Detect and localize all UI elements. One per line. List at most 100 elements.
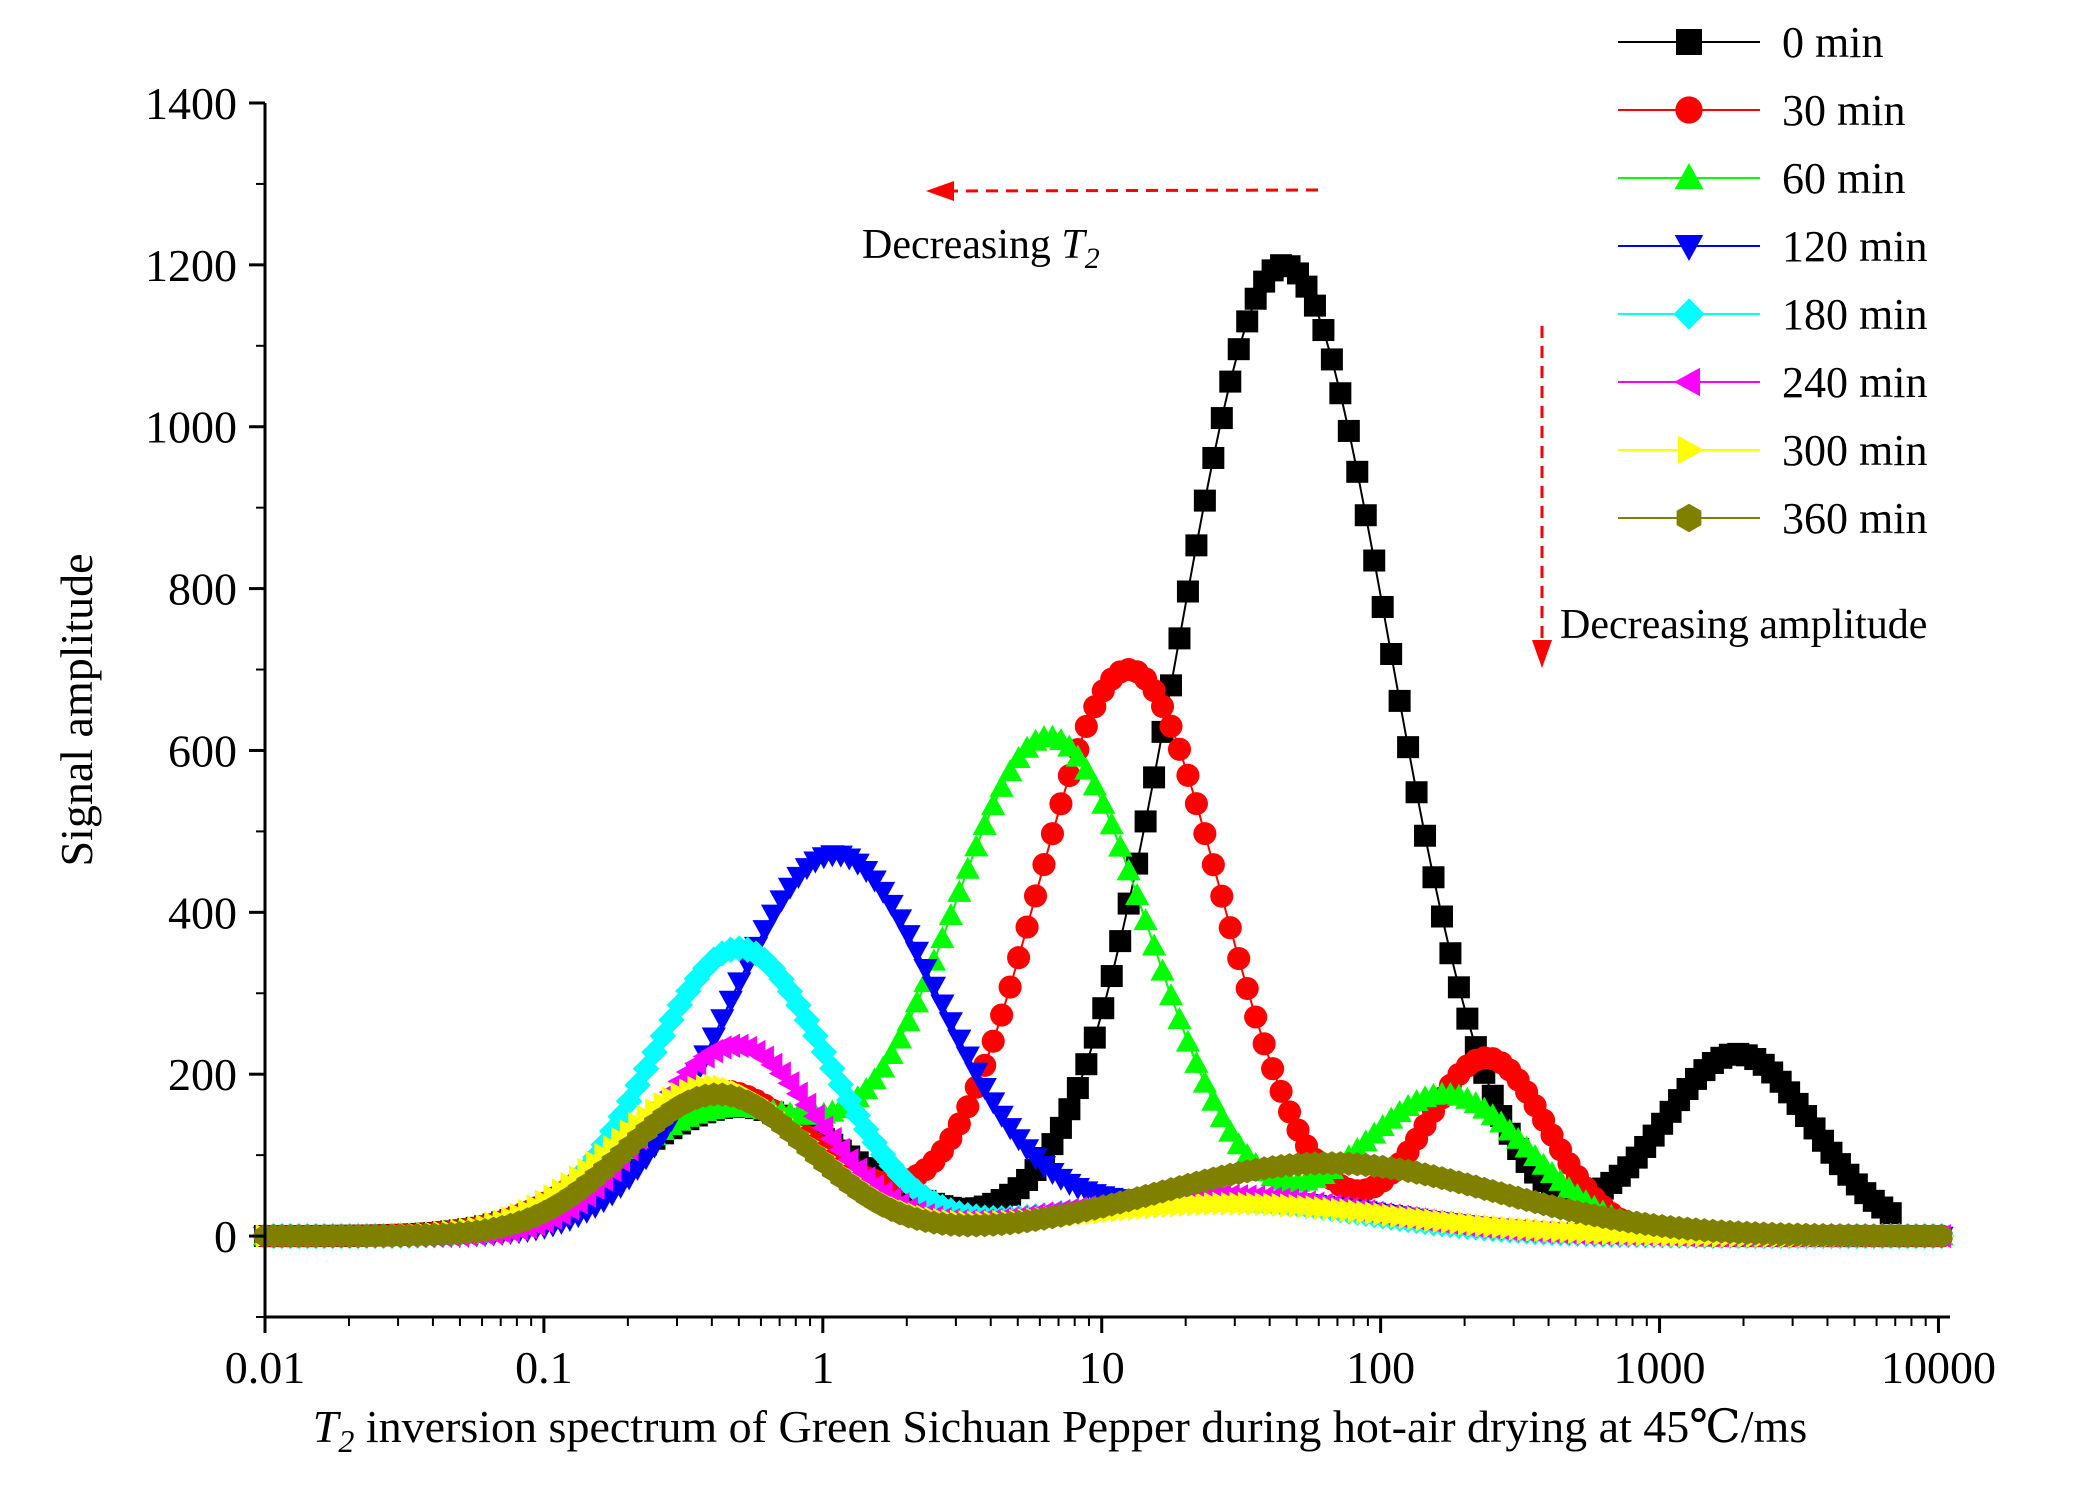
legend-label: 120 min bbox=[1782, 222, 1927, 271]
series-layer bbox=[251, 254, 1955, 1250]
data-point bbox=[989, 1105, 1014, 1128]
legend-marker bbox=[1676, 503, 1702, 533]
data-point bbox=[1091, 791, 1116, 814]
x-tick-label: 1000 bbox=[1614, 1342, 1706, 1393]
data-point bbox=[819, 1126, 842, 1152]
data-point bbox=[913, 959, 938, 982]
data-point bbox=[1218, 1119, 1243, 1142]
data-point bbox=[1083, 1026, 1106, 1049]
legend: 0 min 30 min 60 min 120 min 180 min 240 min 30… bbox=[1618, 18, 1927, 543]
data-point bbox=[1032, 853, 1056, 877]
data-point bbox=[760, 904, 786, 927]
data-point bbox=[777, 1071, 800, 1096]
t2-arrow-head bbox=[926, 181, 954, 201]
data-point bbox=[938, 1012, 963, 1035]
legend-marker bbox=[1677, 435, 1704, 465]
data-point bbox=[1312, 319, 1335, 342]
data-point bbox=[683, 965, 711, 992]
data-point bbox=[1346, 460, 1369, 483]
x-axis-title-subscript: 2 bbox=[338, 1423, 354, 1459]
data-point bbox=[1023, 884, 1048, 908]
data-point bbox=[990, 1003, 1014, 1027]
data-point bbox=[1380, 642, 1403, 665]
data-point bbox=[896, 1009, 921, 1032]
legend-marker bbox=[1673, 298, 1705, 330]
data-point bbox=[1236, 310, 1259, 333]
data-point bbox=[989, 774, 1014, 797]
y-tick-label: 600 bbox=[168, 725, 237, 776]
legend-label: 240 min bbox=[1782, 358, 1927, 407]
data-point bbox=[1058, 1098, 1081, 1121]
data-point bbox=[981, 792, 1006, 815]
data-point bbox=[1092, 997, 1115, 1020]
data-point bbox=[862, 870, 887, 893]
data-point bbox=[1414, 824, 1437, 847]
legend-item: 60 min bbox=[1618, 154, 1905, 203]
data-point bbox=[862, 1067, 887, 1090]
data-point bbox=[930, 926, 955, 949]
data-point bbox=[998, 1118, 1023, 1141]
data-point bbox=[1015, 915, 1039, 939]
data-point bbox=[785, 991, 812, 1019]
data-point bbox=[1320, 348, 1343, 371]
legend-marker bbox=[1674, 163, 1704, 190]
data-point bbox=[921, 976, 947, 999]
data-point bbox=[794, 1092, 817, 1117]
annotation-decreasing-t2: Decreasing T2 bbox=[862, 181, 1319, 275]
data-point bbox=[742, 940, 770, 967]
legend-label: 0 min bbox=[1782, 18, 1883, 67]
data-point bbox=[1075, 1053, 1098, 1076]
y-tick-label: 1400 bbox=[145, 78, 237, 129]
data-point bbox=[844, 1101, 871, 1129]
data-point bbox=[1159, 714, 1183, 738]
y-tick-label: 0 bbox=[214, 1211, 237, 1262]
data-point bbox=[624, 1071, 651, 1099]
legend-item: 240 min bbox=[1618, 358, 1927, 407]
data-point bbox=[1049, 1116, 1072, 1139]
legend-label: 360 min bbox=[1782, 494, 1927, 543]
data-point bbox=[981, 1092, 1006, 1115]
legend-marker bbox=[1674, 367, 1701, 397]
x-tick-label: 1 bbox=[811, 1342, 834, 1393]
legend-marker bbox=[1674, 234, 1704, 261]
data-point bbox=[903, 1177, 931, 1205]
data-point bbox=[1210, 407, 1233, 430]
data-point bbox=[1209, 1105, 1234, 1128]
x-tick-label: 10000 bbox=[1881, 1342, 1996, 1393]
data-point bbox=[1447, 976, 1470, 999]
data-point bbox=[1481, 1084, 1504, 1107]
data-point bbox=[1456, 1007, 1479, 1030]
data-point bbox=[1134, 810, 1157, 833]
amp-arrow-label: Decreasing amplitude bbox=[1560, 602, 1927, 648]
data-point bbox=[1879, 1202, 1902, 1225]
data-point bbox=[1167, 1006, 1192, 1029]
data-point bbox=[1065, 744, 1090, 767]
data-point bbox=[1244, 1005, 1268, 1029]
data-point bbox=[1201, 1088, 1226, 1111]
data-point bbox=[904, 990, 930, 1013]
x-tick-label: 0.01 bbox=[225, 1342, 306, 1393]
legend-item: 30 min bbox=[1618, 86, 1905, 135]
data-point bbox=[1143, 766, 1166, 789]
data-point bbox=[1109, 930, 1132, 953]
data-point bbox=[1430, 905, 1453, 928]
data-point bbox=[1439, 942, 1462, 965]
data-point bbox=[752, 920, 777, 943]
data-point bbox=[1176, 763, 1200, 787]
data-point bbox=[1158, 983, 1184, 1006]
t2-arrow-label-subscript: 2 bbox=[1085, 242, 1100, 275]
x-ticks: 0.01 0.1 1 10 100 1000 10000 bbox=[225, 1317, 1996, 1393]
data-point bbox=[1303, 294, 1326, 317]
data-point bbox=[1252, 1032, 1276, 1056]
data-point bbox=[1192, 1070, 1217, 1093]
legend-marker bbox=[1675, 96, 1703, 124]
data-point bbox=[879, 1041, 904, 1064]
data-point bbox=[1227, 338, 1250, 361]
data-point bbox=[955, 1046, 980, 1069]
data-point bbox=[1210, 884, 1234, 908]
data-point bbox=[811, 1115, 834, 1140]
series-line bbox=[264, 668, 1942, 1238]
data-point bbox=[1176, 580, 1199, 603]
data-point bbox=[998, 975, 1022, 999]
data-point bbox=[785, 1081, 808, 1106]
